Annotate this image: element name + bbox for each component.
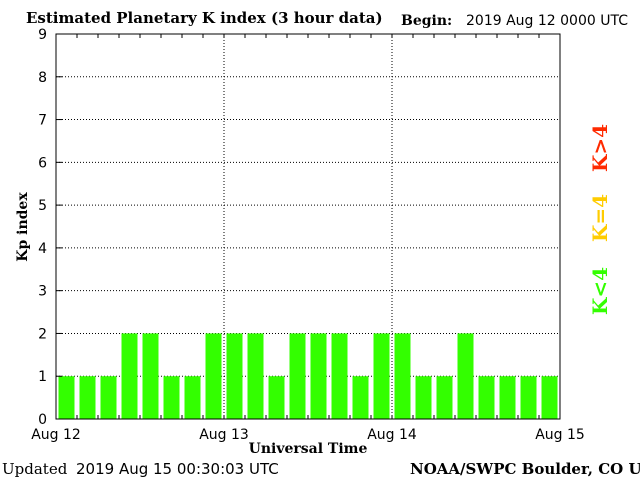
legend-k-equal-4: K=4 bbox=[588, 193, 612, 242]
y-tick-label-4: 4 bbox=[38, 241, 47, 257]
bar-19 bbox=[457, 333, 474, 419]
bar-17 bbox=[415, 376, 432, 419]
bar-7 bbox=[205, 333, 222, 419]
x-tick-label-2: Aug 14 bbox=[367, 427, 417, 443]
bar-22 bbox=[520, 376, 537, 419]
begin-value: 2019 Aug 12 0000 UTC bbox=[466, 13, 628, 29]
y-tick-label-6: 6 bbox=[38, 155, 47, 171]
begin-label: Begin: bbox=[401, 13, 453, 29]
x-tick-labels: Aug 12 Aug 13 Aug 14 Aug 15 bbox=[31, 427, 585, 443]
bar-14 bbox=[352, 376, 369, 419]
bar-13 bbox=[331, 333, 348, 419]
bar-0 bbox=[58, 376, 75, 419]
bar-12 bbox=[310, 333, 327, 419]
y-tick-labels: 0 1 2 3 4 5 6 7 8 9 bbox=[38, 27, 47, 428]
updated-label: Updated bbox=[2, 460, 68, 478]
bars bbox=[58, 333, 558, 419]
y-tick-label-9: 9 bbox=[38, 27, 47, 43]
y-tick-label-7: 7 bbox=[38, 113, 47, 129]
bar-11 bbox=[289, 333, 306, 419]
bar-23 bbox=[541, 376, 558, 419]
bar-9 bbox=[247, 333, 264, 419]
x-tick-label-3: Aug 15 bbox=[535, 427, 585, 443]
legend-k-greater-4: K>4 bbox=[588, 123, 612, 172]
y-tick-label-0: 0 bbox=[38, 412, 47, 428]
chart-title: Estimated Planetary K index (3 hour data… bbox=[26, 9, 383, 27]
bar-21 bbox=[499, 376, 516, 419]
bar-15 bbox=[373, 333, 390, 419]
y-tick-label-1: 1 bbox=[38, 369, 47, 385]
bar-18 bbox=[436, 376, 453, 419]
updated-value: 2019 Aug 15 00:30:03 UTC bbox=[76, 460, 279, 478]
bar-4 bbox=[142, 333, 159, 419]
credit-text: NOAA/SWPC Boulder, CO USA bbox=[410, 460, 640, 478]
grid-lines bbox=[56, 34, 560, 419]
y-tick-label-8: 8 bbox=[38, 70, 47, 86]
bar-3 bbox=[121, 333, 138, 419]
bar-1 bbox=[79, 376, 96, 419]
bar-20 bbox=[478, 376, 495, 419]
legend-k-less-4: K<4 bbox=[588, 266, 612, 315]
x-tick-label-1: Aug 13 bbox=[199, 427, 249, 443]
bar-16 bbox=[394, 333, 411, 419]
y-tick-label-2: 2 bbox=[38, 326, 47, 342]
bar-10 bbox=[268, 376, 285, 419]
x-tick-label-0: Aug 12 bbox=[31, 427, 81, 443]
bar-5 bbox=[163, 376, 180, 419]
y-axis-title: Kp index bbox=[15, 192, 31, 262]
y-tick-label-3: 3 bbox=[38, 284, 47, 300]
bar-2 bbox=[100, 376, 117, 419]
y-tick-label-5: 5 bbox=[38, 198, 47, 214]
bar-6 bbox=[184, 376, 201, 419]
axis-ticks bbox=[56, 33, 540, 420]
bar-8 bbox=[226, 333, 243, 419]
x-axis-title: Universal Time bbox=[249, 441, 368, 457]
